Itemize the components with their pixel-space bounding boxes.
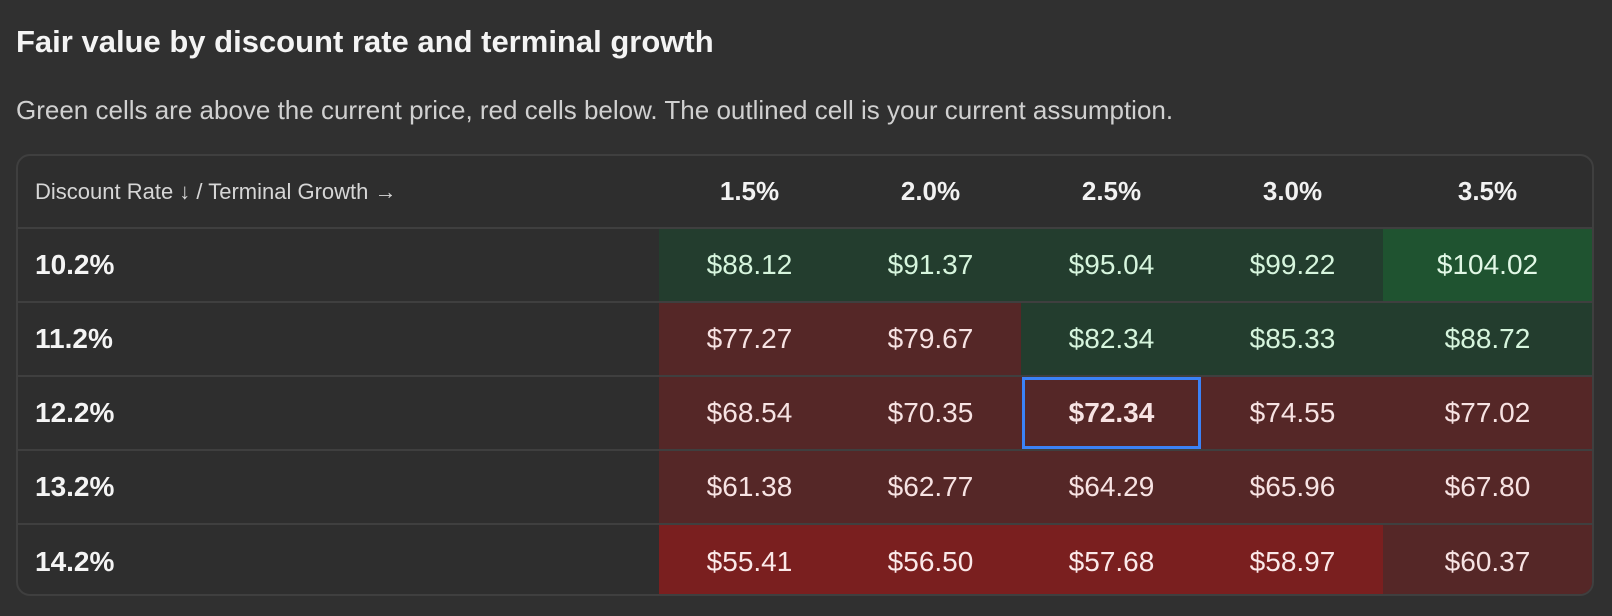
value-cell[interactable]: $70.35: [840, 375, 1021, 450]
value-cell[interactable]: $64.29: [1021, 449, 1202, 524]
page-subtitle: Green cells are above the current price,…: [16, 95, 1174, 125]
value-cell[interactable]: $88.12: [659, 228, 840, 302]
row-label: 14.2%: [18, 523, 659, 594]
sensitivity-table: Discount Rate ↓ / Terminal Growth → 1.5%…: [16, 154, 1594, 596]
table-row: 10.2% $88.12 $91.37 $95.04 $99.22 $104.02: [18, 228, 1592, 302]
value-cell[interactable]: $104.02: [1383, 228, 1592, 302]
value-cell[interactable]: $55.41: [659, 523, 840, 594]
table-row: 13.2% $61.38 $62.77 $64.29 $65.96 $67.80: [18, 449, 1592, 524]
row-label: 10.2%: [35, 249, 115, 280]
value-cell[interactable]: $82.34: [1021, 301, 1202, 376]
row-label: 11.2%: [18, 301, 659, 376]
column-header: 3.0%: [1202, 156, 1383, 229]
value-cell[interactable]: $77.27: [659, 301, 840, 376]
value-cell[interactable]: $62.77: [840, 449, 1021, 524]
value-cell[interactable]: $56.50: [840, 523, 1021, 594]
page-title: Fair value by discount rate and terminal…: [16, 24, 714, 59]
value-cell[interactable]: $67.80: [1383, 449, 1592, 524]
row-label: 13.2%: [18, 449, 659, 524]
column-header: 2.0%: [840, 156, 1021, 229]
value-cell[interactable]: $88.72: [1383, 301, 1592, 376]
value-cell[interactable]: $58.97: [1202, 523, 1383, 594]
value-cell[interactable]: $85.33: [1202, 301, 1383, 376]
header-row: Discount Rate ↓ / Terminal Growth → 1.5%…: [18, 156, 1592, 229]
value-cell[interactable]: $91.37: [840, 228, 1021, 302]
value-cell[interactable]: $74.55: [1202, 375, 1383, 450]
table-row: 11.2% $77.27 $79.67 $82.34 $85.33 $88.72: [18, 301, 1592, 376]
value-cell[interactable]: $65.96: [1202, 449, 1383, 524]
value-cell[interactable]: $61.38: [659, 449, 840, 524]
column-header: 1.5%: [659, 156, 840, 229]
table-row: 12.2% $68.54 $70.35 $72.34 $74.55 $77.02: [18, 375, 1592, 450]
column-header: 3.5%: [1383, 156, 1592, 229]
value-cell[interactable]: $95.04: [1021, 228, 1202, 302]
value-cell[interactable]: $77.02: [1383, 375, 1592, 450]
selected-value-cell[interactable]: $72.34: [1021, 375, 1202, 450]
value-cell[interactable]: $79.67: [840, 301, 1021, 376]
corner-label: Discount Rate ↓ / Terminal Growth →: [18, 156, 659, 229]
column-header: 2.5%: [1021, 156, 1202, 229]
table-row: 14.2% $55.41 $56.50 $57.68 $58.97 $60.37: [18, 523, 1592, 594]
value-cell[interactable]: $57.68: [1021, 523, 1202, 594]
value-cell[interactable]: $68.54: [659, 375, 840, 450]
row-label: 12.2%: [18, 375, 659, 450]
value-cell[interactable]: $60.37: [1383, 523, 1592, 594]
value-cell[interactable]: $99.22: [1202, 228, 1383, 302]
